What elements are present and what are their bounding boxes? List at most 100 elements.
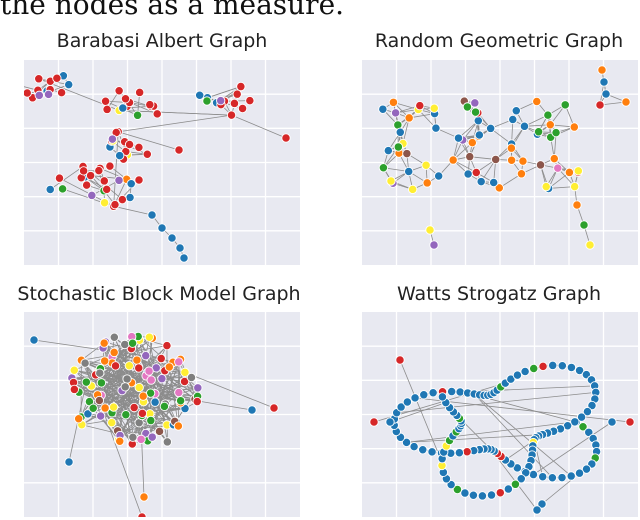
graph-node — [147, 210, 157, 220]
graph-edge — [184, 371, 275, 409]
graph-node — [216, 96, 226, 106]
nodes — [378, 65, 631, 250]
graph-node — [419, 390, 429, 400]
graph-node — [121, 410, 131, 420]
graph-node — [24, 88, 32, 98]
graph-edge — [389, 402, 446, 423]
graph-node — [192, 396, 202, 407]
graph-node — [127, 338, 138, 348]
graph-node — [232, 89, 242, 99]
graph-edge — [207, 86, 241, 99]
graph-node — [425, 225, 435, 235]
graph-node — [115, 436, 125, 446]
graph-node — [470, 107, 481, 117]
nodes — [29, 331, 279, 517]
graph-panel-watts-strogatz — [362, 312, 638, 517]
graph-node — [538, 472, 548, 482]
graph-node — [506, 143, 517, 153]
graph-edge — [139, 339, 163, 379]
graph-node — [462, 447, 472, 457]
graph-node — [547, 473, 558, 483]
graph-edge — [113, 131, 119, 207]
graph-node — [510, 479, 521, 489]
graph-node — [134, 175, 144, 185]
graph-node — [107, 134, 118, 144]
graph-node — [463, 169, 473, 179]
graph-node — [574, 365, 585, 376]
graph-node — [415, 101, 425, 111]
graph-node — [401, 437, 412, 448]
graph-node — [418, 445, 428, 455]
graph-node — [434, 171, 444, 181]
nodes — [369, 355, 635, 515]
graph-node — [404, 166, 414, 177]
graph-edge — [473, 393, 553, 479]
panel-title-stochastic-block-model: Stochastic Block Model Graph — [17, 283, 301, 305]
graph-node — [538, 361, 548, 372]
graph-node — [94, 165, 104, 176]
graph-node — [506, 374, 516, 384]
graph-node — [455, 387, 465, 397]
graph-node — [402, 397, 413, 407]
graph-node — [532, 505, 542, 515]
graph-edge — [406, 421, 575, 443]
graph-node — [437, 392, 448, 402]
graph-node — [141, 351, 151, 361]
graph-node — [511, 106, 521, 116]
panel-title-random-geometric: Random Geometric Graph — [374, 30, 624, 52]
graph-node — [229, 98, 240, 109]
graph-node — [120, 339, 130, 350]
graph-node — [452, 484, 463, 495]
graph-node — [137, 408, 148, 419]
graph-node — [465, 152, 475, 162]
graph-edge — [231, 114, 287, 139]
graph-node — [138, 391, 148, 401]
graph-node — [175, 243, 185, 253]
graph-node — [581, 464, 592, 474]
graph-node — [179, 253, 189, 263]
graph-node — [453, 133, 464, 143]
graph-node — [471, 167, 481, 178]
graph-node — [503, 484, 514, 494]
graph-node — [494, 183, 504, 193]
graph-node — [100, 96, 111, 106]
graph-node — [585, 240, 595, 250]
graph-edge — [118, 114, 232, 133]
graph-node — [142, 149, 152, 159]
graph-node — [408, 184, 418, 195]
graph-node — [80, 358, 90, 368]
graph-node — [508, 114, 518, 125]
graph-node — [625, 417, 635, 427]
graph-node — [518, 156, 528, 166]
graph-node — [390, 108, 401, 118]
graph-node — [173, 421, 184, 431]
graph-node — [428, 388, 438, 398]
graph-node — [462, 102, 473, 112]
graph-node — [74, 414, 84, 424]
graph-node — [237, 103, 248, 114]
graph-node — [601, 89, 611, 99]
header-text: the nodes as a measure. — [0, 0, 345, 21]
graph-node — [78, 166, 89, 176]
graph-node — [99, 338, 109, 348]
graph-node — [174, 387, 184, 398]
graph-node — [402, 148, 412, 159]
graph-node — [99, 176, 109, 186]
graph-node — [120, 94, 131, 104]
graph-node — [117, 194, 127, 205]
graph-node — [447, 386, 457, 397]
graph-node — [152, 109, 162, 119]
graph-node — [396, 402, 406, 412]
nodes — [24, 71, 291, 263]
graph-node — [108, 402, 119, 412]
graph-node — [129, 402, 139, 413]
graph-edge — [99, 400, 143, 517]
graph-node — [144, 366, 154, 376]
graph-node — [476, 176, 486, 187]
graph-node — [520, 366, 530, 377]
graph-node — [146, 415, 156, 426]
graph-node — [566, 471, 576, 481]
graph-node — [175, 396, 186, 406]
graph-node — [467, 137, 477, 148]
graph-node — [516, 169, 527, 179]
